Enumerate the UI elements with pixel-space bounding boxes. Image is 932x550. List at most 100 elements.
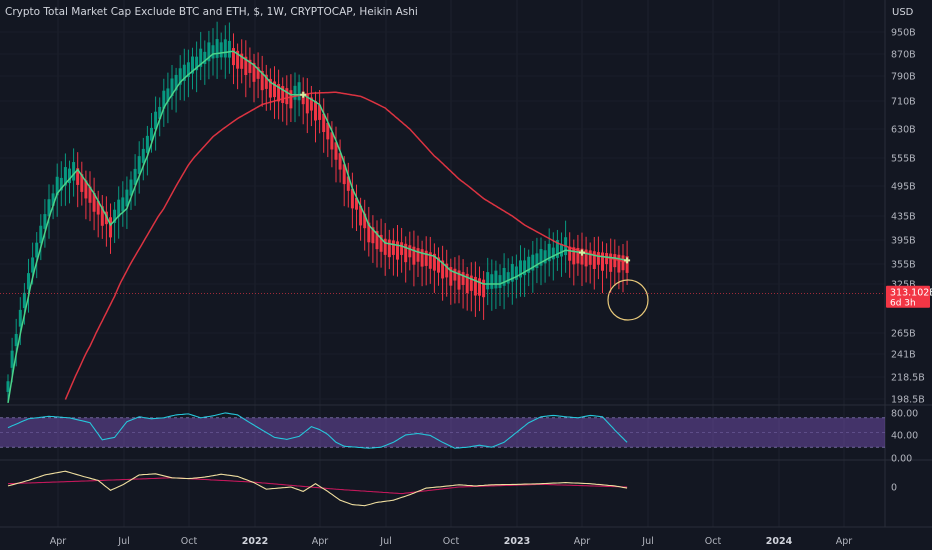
candle-body <box>346 176 350 191</box>
candle-body <box>47 199 51 217</box>
candle-body <box>408 245 412 258</box>
candle-body <box>76 168 80 185</box>
candle-body <box>621 255 625 271</box>
candle-body <box>141 148 145 163</box>
candle-body <box>207 42 211 62</box>
time-tick-label: 2023 <box>504 536 530 547</box>
rsi-tick-label: 0.00 <box>891 454 912 465</box>
candle-body <box>482 279 486 298</box>
price-tick-label: 355B <box>891 260 916 271</box>
price-tick-label: 395B <box>891 236 916 247</box>
candle-body <box>174 74 178 91</box>
candle-body <box>400 242 404 255</box>
ma-fast-line <box>7 50 628 404</box>
candle-body <box>617 254 621 273</box>
candle-body <box>375 231 379 250</box>
candle-body <box>211 45 215 59</box>
candle-body <box>588 250 592 265</box>
time-tick-label: Oct <box>443 536 460 547</box>
candle-body <box>289 90 293 109</box>
candle-body <box>494 270 498 289</box>
candle-body <box>301 91 305 105</box>
candle-body <box>453 268 457 281</box>
candle-body <box>215 39 219 58</box>
candle-body <box>39 225 43 244</box>
price-tick-label: 265B <box>891 329 916 340</box>
candle-body <box>404 243 408 263</box>
time-tick-label: Apr <box>50 536 67 547</box>
candle-body <box>80 174 84 192</box>
price-tick-label: 325B <box>891 280 916 291</box>
candle-body <box>547 243 551 262</box>
candle-body <box>322 113 326 133</box>
candle-body <box>137 156 141 174</box>
candle-body <box>109 217 112 238</box>
candle-body <box>252 62 256 82</box>
candle-body <box>133 168 137 185</box>
candle-body <box>420 249 424 267</box>
rsi-tick-label: 40.00 <box>891 431 918 442</box>
candle-body <box>178 68 182 85</box>
candle-body <box>125 189 129 207</box>
candle-body <box>31 257 35 273</box>
candle-body <box>191 56 194 74</box>
price-tick-label: 630B <box>891 125 916 136</box>
candle-body <box>281 86 285 103</box>
candle-body <box>478 278 481 296</box>
candle-body <box>22 292 26 309</box>
candle-body <box>609 253 613 272</box>
candle-body <box>195 56 199 71</box>
candle-body <box>84 180 88 199</box>
time-tick-label: Apr <box>574 536 591 547</box>
rsi-line <box>7 412 628 449</box>
candles <box>6 21 629 402</box>
candle-body <box>92 193 96 212</box>
candle-body <box>596 252 600 265</box>
candle-body <box>35 242 39 258</box>
candle-body <box>568 246 572 261</box>
candle-body <box>219 42 223 58</box>
candle-body <box>461 272 465 285</box>
candle-body <box>158 106 162 119</box>
candle-body <box>396 241 399 260</box>
price-tick-label: 495B <box>891 182 916 193</box>
candle-body <box>527 256 531 273</box>
price-tick-label: 950B <box>891 28 916 39</box>
candle-body <box>424 250 428 266</box>
candle-body <box>445 263 449 278</box>
candle-body <box>150 127 153 141</box>
candle-body <box>363 213 367 229</box>
crossover-marker <box>624 257 631 264</box>
candle-body <box>437 257 440 273</box>
candle-body <box>625 256 629 273</box>
candle-body <box>486 272 490 290</box>
candle-body <box>605 253 609 265</box>
price-tick-label: 435B <box>891 212 916 223</box>
candle-body <box>490 274 494 289</box>
ma-slow-line <box>64 91 628 400</box>
candle-body <box>441 260 445 279</box>
candle-body <box>531 254 535 271</box>
crossover-marker <box>579 249 585 256</box>
candle-body <box>293 85 297 100</box>
price-tick-label: 870B <box>891 50 916 61</box>
candle-body <box>391 240 395 255</box>
candle-body <box>240 53 244 69</box>
price-tick-label: 710B <box>891 97 916 108</box>
candle-body <box>560 244 563 257</box>
candle-body <box>502 267 506 286</box>
candle-body <box>416 248 420 262</box>
candle-body <box>543 250 547 264</box>
osc-main-line <box>7 470 628 507</box>
candle-body <box>248 59 252 73</box>
candle-body <box>256 67 260 79</box>
candle-body <box>355 197 358 210</box>
time-axis[interactable]: Apr Jul Oct 2022 Apr Jul Oct 2023 Apr Jul Oct 2024 A… <box>50 536 853 547</box>
candle-body <box>170 78 174 97</box>
grid <box>0 0 932 528</box>
candle-body <box>203 51 207 65</box>
price-axis[interactable]: 950B 870B 790B 710B 630B 555B 495B 435B 395B 355B… <box>886 28 932 494</box>
candle-body <box>457 270 461 290</box>
candle-body <box>498 275 502 288</box>
